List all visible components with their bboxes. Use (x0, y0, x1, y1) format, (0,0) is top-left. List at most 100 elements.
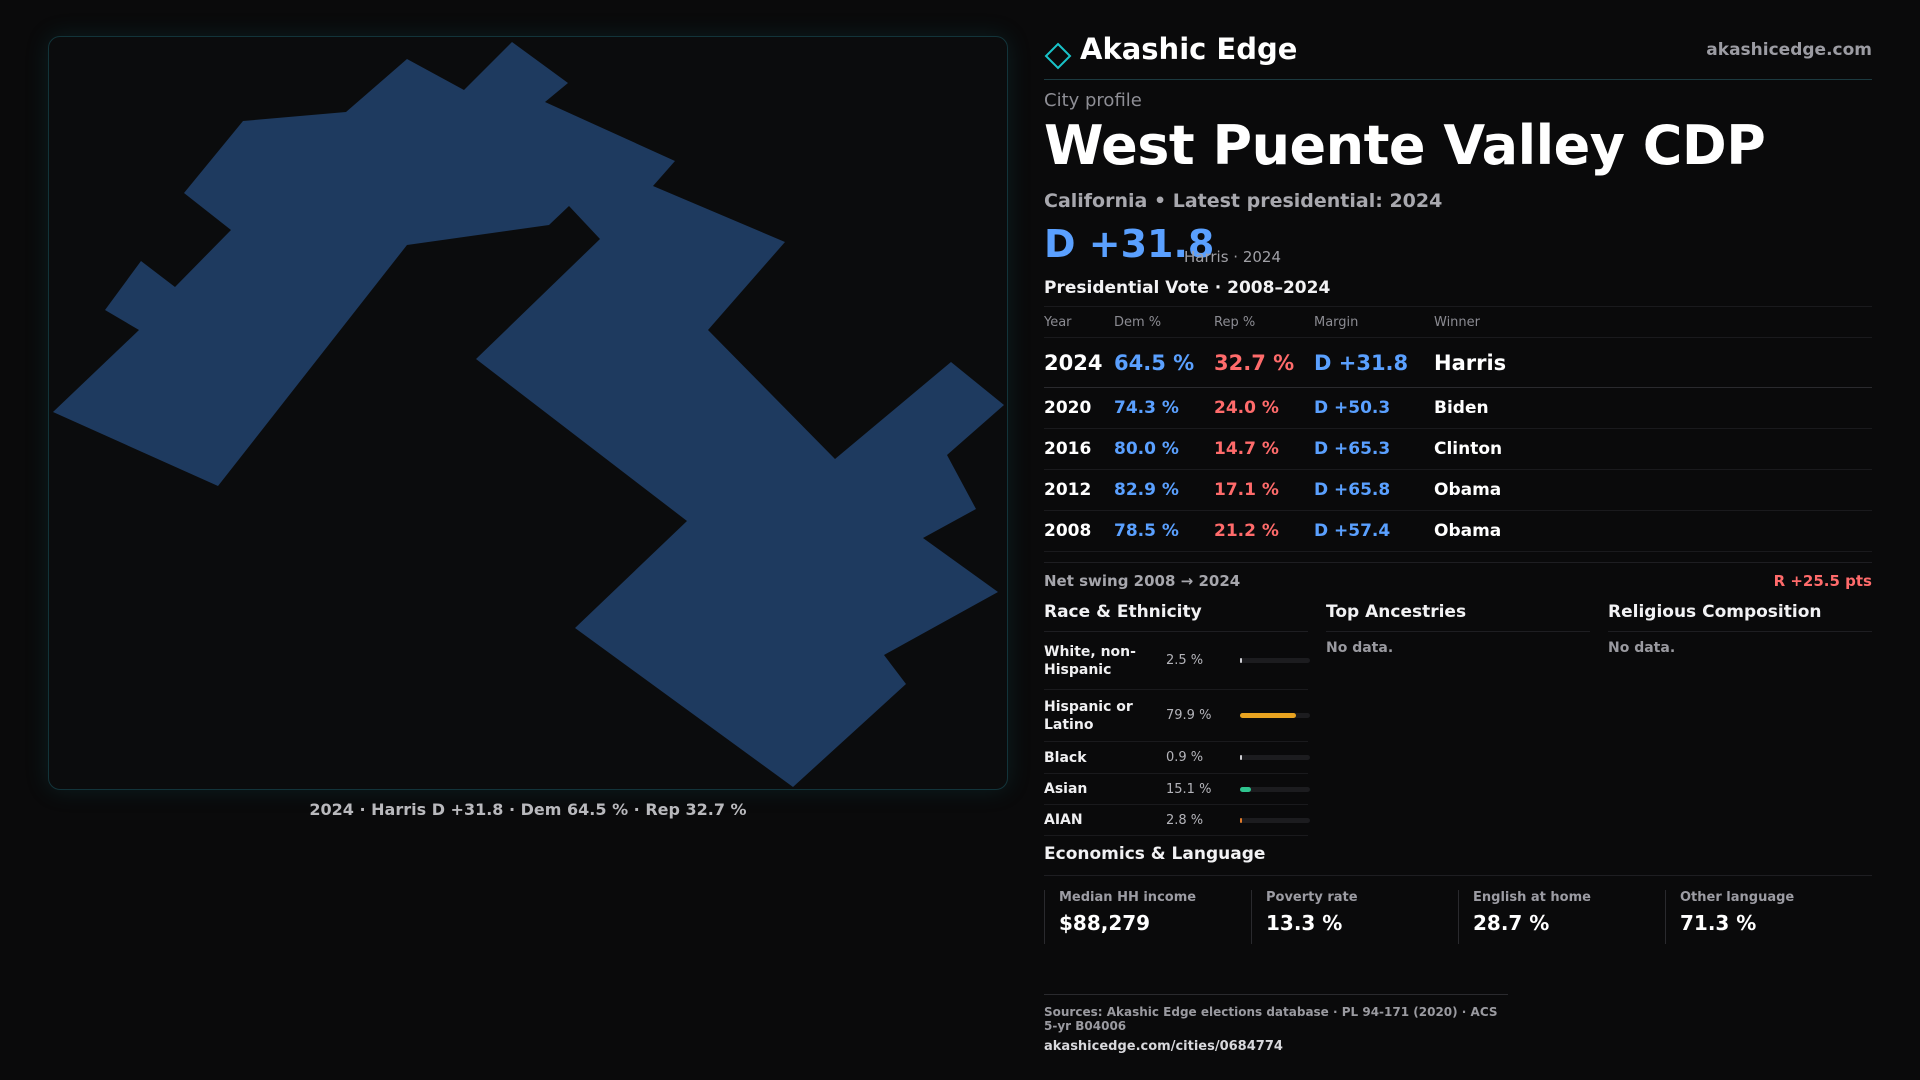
race-label: Hispanic or Latino (1044, 698, 1133, 733)
race-label: AIAN (1044, 812, 1083, 828)
race-row: Black 0.9 % (1044, 742, 1310, 774)
diamond-outline-icon (1044, 42, 1072, 70)
brand-name[interactable]: Akashic Edge (1080, 32, 1298, 66)
race-value: 2.5 % (1166, 653, 1204, 668)
econ-label: Other language (1680, 890, 1795, 905)
row-margin: D +50.3 (1314, 398, 1391, 418)
row-rep: 17.1 % (1214, 480, 1279, 500)
race-value: 2.8 % (1166, 812, 1204, 828)
net-swing-value: R +25.5 pts (1773, 571, 1872, 590)
city-map[interactable] (48, 36, 1008, 790)
row-rep: 24.0 % (1214, 398, 1279, 418)
row-dem: 74.3 % (1114, 398, 1179, 418)
row-year: 2008 (1044, 521, 1092, 541)
row-rep: 21.2 % (1214, 521, 1279, 541)
race-row: White, non-Hispanic 2.5 % (1044, 632, 1310, 690)
race-ethnicity-section: Race & Ethnicity White, non-Hispanic 2.5… (1044, 600, 1310, 836)
race-label: Black (1044, 749, 1087, 766)
page-eyebrow: City profile (1044, 90, 1142, 111)
race-bar (1240, 755, 1310, 760)
vote-table: Year Dem % Rep % Margin Winner 2024 64.5… (1044, 306, 1872, 552)
col-winner: Winner (1434, 314, 1481, 330)
row-winner: Harris (1434, 350, 1507, 375)
vote-section-title: Presidential Vote · 2008–2024 (1044, 278, 1331, 298)
row-dem: 78.5 % (1114, 521, 1179, 541)
col-dem: Dem % (1114, 314, 1162, 330)
row-margin: D +65.3 (1314, 439, 1391, 459)
race-bar-fill (1240, 713, 1296, 718)
econ-section-title: Economics & Language (1044, 844, 1872, 876)
map-caption: 2024 · Harris D +31.8 · Dem 64.5 % · Rep… (309, 800, 747, 819)
city-boundary-shape (53, 42, 1004, 787)
latest-margin-note: Harris · 2024 (1184, 248, 1282, 266)
race-label: Asian (1044, 781, 1088, 797)
econ-value: 13.3 % (1266, 911, 1343, 935)
table-row: 2024 64.5 % 32.7 % D +31.8 Harris (1044, 338, 1872, 388)
econ-cell-other-language: Other language 71.3 % (1665, 890, 1872, 944)
row-dem: 82.9 % (1114, 480, 1179, 500)
race-label: White, non-Hispanic (1044, 643, 1136, 678)
econ-value: $88,279 (1059, 911, 1151, 935)
col-margin: Margin (1314, 314, 1359, 330)
row-margin: D +57.4 (1314, 521, 1391, 541)
vote-table-header: Year Dem % Rep % Margin Winner (1044, 306, 1872, 338)
row-winner: Clinton (1434, 439, 1503, 459)
row-winner: Obama (1434, 480, 1502, 500)
ancestry-empty: No data. (1326, 640, 1394, 656)
ancestry-section-title: Top Ancestries (1326, 600, 1590, 632)
ancestry-section: Top Ancestries No data. (1326, 600, 1590, 656)
race-row: AIAN 2.8 % (1044, 805, 1310, 836)
econ-cell-english: English at home 28.7 % (1458, 890, 1665, 944)
race-row: Hispanic or Latino 79.9 % (1044, 690, 1310, 742)
row-margin: D +31.8 (1314, 350, 1409, 375)
row-dem: 80.0 % (1114, 439, 1179, 459)
row-dem: 64.5 % (1114, 350, 1195, 375)
race-value: 0.9 % (1166, 750, 1204, 765)
row-year: 2016 (1044, 439, 1092, 459)
race-bar (1240, 786, 1310, 792)
race-value: 15.1 % (1166, 781, 1212, 797)
table-row: 2012 82.9 % 17.1 % D +65.8 Obama (1044, 470, 1872, 511)
race-bar (1240, 713, 1310, 718)
econ-cell-income: Median HH income $88,279 (1044, 890, 1251, 944)
table-row: 2020 74.3 % 24.0 % D +50.3 Biden (1044, 388, 1872, 429)
race-bar (1240, 817, 1310, 823)
econ-grid: Median HH income $88,279 Poverty rate 13… (1044, 890, 1872, 944)
row-rep: 14.7 % (1214, 439, 1279, 459)
page-title: West Puente Valley CDP (1044, 114, 1766, 177)
econ-cell-poverty: Poverty rate 13.3 % (1251, 890, 1458, 944)
row-winner: Biden (1434, 398, 1489, 418)
religion-section: Religious Composition No data. (1608, 600, 1872, 656)
footer: Sources: Akashic Edge elections database… (1044, 994, 1508, 1054)
race-section-title: Race & Ethnicity (1044, 600, 1308, 632)
econ-value: 28.7 % (1473, 911, 1550, 935)
race-bar-fill (1240, 658, 1242, 663)
row-year: 2012 (1044, 480, 1092, 500)
econ-label: Median HH income (1059, 890, 1197, 905)
row-rep: 32.7 % (1214, 350, 1295, 375)
page-subtitle: California • Latest presidential: 2024 (1044, 190, 1443, 212)
race-bar (1240, 658, 1310, 663)
brand-url-link[interactable]: akashicedge.com (1706, 40, 1872, 60)
race-bar-fill (1240, 817, 1242, 823)
race-value: 79.9 % (1166, 708, 1212, 723)
table-row: 2016 80.0 % 14.7 % D +65.3 Clinton (1044, 429, 1872, 470)
sources-text: Sources: Akashic Edge elections database… (1044, 1005, 1498, 1033)
net-swing: Net swing 2008 → 2024 R +25.5 pts (1044, 562, 1872, 598)
econ-value: 71.3 % (1680, 911, 1757, 935)
brand-header: Akashic Edge akashicedge.com (1044, 32, 1872, 80)
religion-section-title: Religious Composition (1608, 600, 1872, 632)
table-row: 2008 78.5 % 21.2 % D +57.4 Obama (1044, 511, 1872, 552)
race-row: Asian 15.1 % (1044, 774, 1310, 805)
page-url-link[interactable]: akashicedge.com/cities/0684774 (1044, 1039, 1283, 1054)
race-bar-fill (1240, 786, 1251, 792)
col-year: Year (1044, 314, 1072, 330)
col-rep: Rep % (1214, 314, 1256, 330)
race-bar-fill (1240, 755, 1242, 760)
city-boundary-map (53, 42, 1004, 787)
econ-label: Poverty rate (1266, 890, 1358, 905)
row-winner: Obama (1434, 521, 1502, 541)
religion-empty: No data. (1608, 640, 1676, 656)
econ-label: English at home (1473, 890, 1591, 905)
row-year: 2020 (1044, 398, 1092, 418)
